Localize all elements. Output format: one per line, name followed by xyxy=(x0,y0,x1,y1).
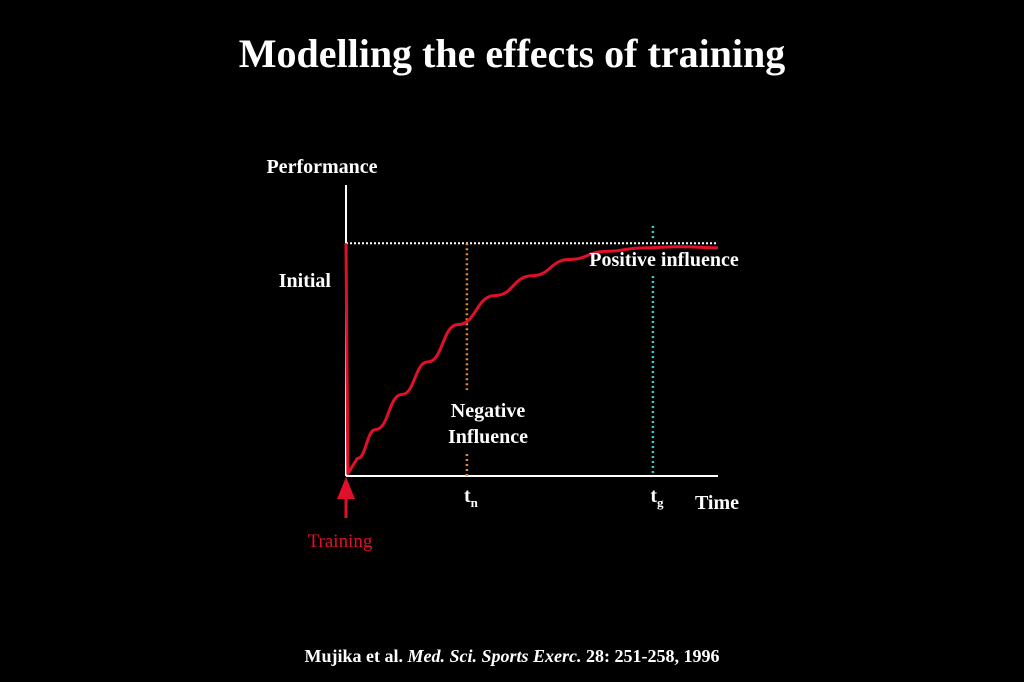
citation-journal: Med. Sci. Sports Exerc. xyxy=(407,646,582,666)
tick-label-tg: tg xyxy=(650,485,664,510)
training-label: Training xyxy=(308,531,373,552)
citation: Mujika et al. Med. Sci. Sports Exerc. 28… xyxy=(0,646,1024,667)
citation-authors: Mujika et al. xyxy=(304,646,403,666)
tick-label-tn: tn xyxy=(464,485,479,510)
x-axis-label: Time xyxy=(695,492,739,514)
training-arrow-icon xyxy=(337,477,355,499)
positive-influence-label: Positive influence xyxy=(589,249,739,271)
negative-influence-label-line1: Negative xyxy=(451,400,526,422)
performance-curve xyxy=(344,243,719,476)
y-axis-label: Performance xyxy=(266,156,377,178)
initial-label: Initial xyxy=(279,270,332,292)
citation-details: 28: 251-258, 1996 xyxy=(586,646,720,666)
negative-influence-label-line2: Influence xyxy=(448,426,528,448)
slide-title: Modelling the effects of training xyxy=(238,31,786,76)
